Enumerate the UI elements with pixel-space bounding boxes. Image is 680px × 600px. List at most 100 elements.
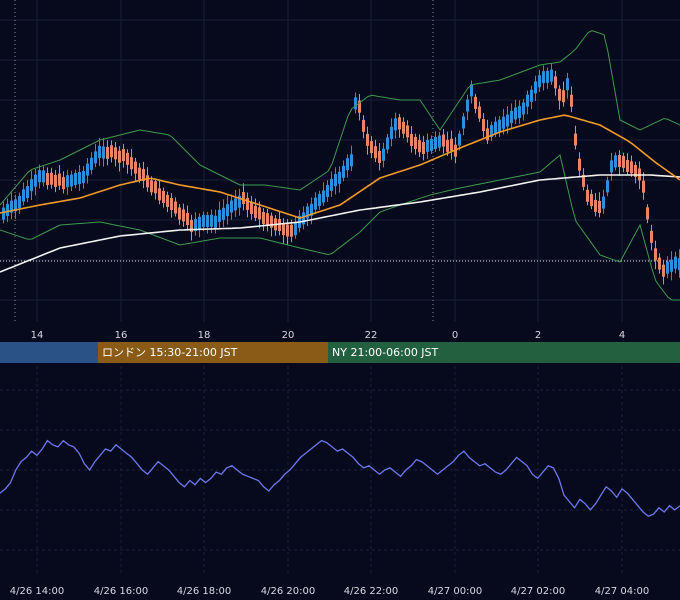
- candle-body: [366, 133, 369, 146]
- candle-body: [466, 99, 469, 112]
- candle-body: [530, 89, 533, 102]
- candle-body: [514, 107, 517, 120]
- candle-body: [178, 207, 181, 220]
- candle-body: [46, 173, 49, 186]
- candle-body: [246, 197, 249, 210]
- price-chart[interactable]: 14 16 18 20 22 0 2 4: [0, 0, 680, 342]
- candle-body: [594, 199, 597, 212]
- candle-body: [470, 84, 473, 97]
- candle-body: [602, 196, 605, 209]
- candle-body: [554, 76, 557, 89]
- candle-body: [326, 184, 329, 197]
- candle-body: [94, 151, 97, 164]
- candle-body: [58, 173, 61, 186]
- session-label-london: ロンドン 15:30-21:00 JST: [102, 346, 238, 359]
- candle-body: [182, 209, 185, 222]
- candle-body: [234, 198, 237, 211]
- candle-body: [510, 110, 513, 123]
- candle-body: [666, 261, 669, 274]
- candle-body: [134, 161, 137, 174]
- candle-body: [98, 145, 101, 158]
- candle-body: [494, 121, 497, 134]
- candle-body: [486, 128, 489, 141]
- candle-body: [10, 200, 13, 213]
- candle-body: [330, 178, 333, 191]
- candle-body: [158, 188, 161, 201]
- osc-x-tick-label: 4/26 16:00: [94, 586, 148, 597]
- candle-body: [642, 180, 645, 193]
- oscillator-chart[interactable]: 4/26 14:00 4/26 16:00 4/26 18:00 4/26 20:00…: [0, 366, 680, 600]
- candle-body: [522, 102, 525, 115]
- candle-body: [402, 121, 405, 134]
- candle-body: [126, 152, 129, 165]
- candle-body: [386, 137, 389, 150]
- candle-body: [430, 138, 433, 151]
- candle-body: [122, 149, 125, 162]
- candle-body: [254, 205, 257, 218]
- candle-body: [50, 172, 53, 185]
- candle-body: [302, 212, 305, 225]
- candle-body: [18, 196, 21, 209]
- candle-body: [90, 157, 93, 170]
- candle-body: [242, 192, 245, 205]
- x-tick-label: 16: [115, 330, 128, 341]
- candle-body: [610, 160, 613, 173]
- candle-body: [406, 125, 409, 138]
- candle-body: [206, 215, 209, 228]
- candle-body: [462, 116, 465, 129]
- candle-body: [634, 164, 637, 177]
- osc-x-tick-label: 4/26 14:00: [10, 586, 64, 597]
- candle-body: [342, 165, 345, 178]
- candle-body: [218, 209, 221, 222]
- candle-body: [570, 94, 573, 107]
- candle-body: [22, 189, 25, 202]
- candle-body: [30, 179, 33, 192]
- candle-body: [622, 155, 625, 168]
- candle-body: [266, 213, 269, 226]
- candle-body: [2, 207, 5, 220]
- candle-body: [558, 88, 561, 101]
- candle-body: [6, 203, 9, 216]
- candle-body: [66, 175, 69, 188]
- candle-body: [598, 200, 601, 213]
- candle-body: [418, 140, 421, 153]
- x-tick-label: 0: [452, 330, 458, 341]
- candle-body: [26, 186, 29, 199]
- candle-body: [626, 159, 629, 172]
- candle-body: [262, 211, 265, 224]
- candle-body: [86, 163, 89, 176]
- osc-x-tick-label: 4/27 00:00: [428, 586, 482, 597]
- candle-body: [286, 224, 289, 237]
- candle-body: [518, 105, 521, 118]
- candle-body: [310, 203, 313, 216]
- candle-body: [114, 147, 117, 160]
- candle-body: [566, 78, 569, 91]
- candle-body: [146, 175, 149, 188]
- candle-body: [446, 139, 449, 152]
- candle-body: [630, 161, 633, 174]
- candle-body: [162, 190, 165, 203]
- candle-body: [238, 195, 241, 208]
- candle-body: [646, 207, 649, 220]
- candle-body: [542, 71, 545, 84]
- candle-body: [222, 207, 225, 220]
- candle-body: [54, 174, 57, 187]
- candle-body: [314, 197, 317, 210]
- candle-body: [506, 114, 509, 127]
- candle-body: [338, 171, 341, 184]
- candle-body: [346, 158, 349, 171]
- candle-body: [538, 75, 541, 88]
- osc-x-tick-label: 4/26 22:00: [344, 586, 398, 597]
- session-label-ny: NY 21:00-06:00 JST: [332, 346, 439, 359]
- candle-body: [150, 180, 153, 193]
- candle-body: [270, 215, 273, 228]
- candle-body: [478, 106, 481, 119]
- candle-body: [490, 125, 493, 138]
- bollinger-upper-band: [0, 30, 680, 206]
- candle-body: [422, 141, 425, 154]
- candle-body: [170, 197, 173, 210]
- candle-body: [174, 201, 177, 214]
- candle-body: [374, 146, 377, 159]
- candle-body: [318, 193, 321, 206]
- candle-body: [650, 230, 653, 243]
